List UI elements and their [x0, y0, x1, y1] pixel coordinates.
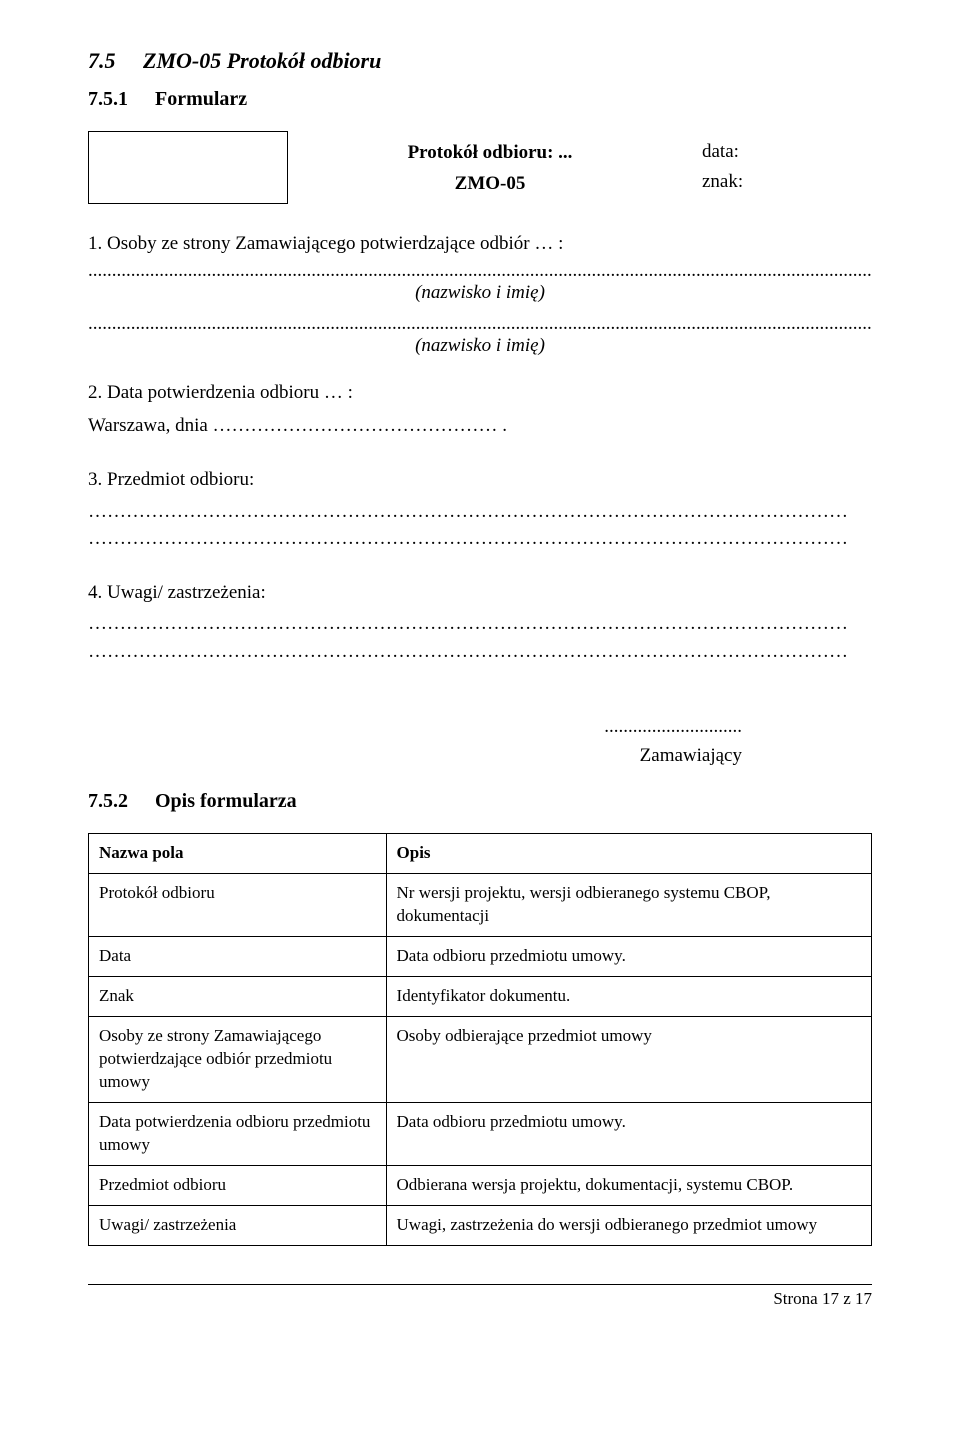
form-header: Protokół odbioru: ... ZMO-05 data: znak: [88, 131, 872, 204]
opis-table: Nazwa pola Opis Protokół odbioru Nr wers… [88, 833, 872, 1245]
heading-751-title: Formularz [155, 88, 247, 110]
table-cell: Nr wersji projektu, wersji odbieranego s… [386, 874, 871, 937]
table-cell: Identyfikator dokumentu. [386, 977, 871, 1017]
dotted-line-5: ………………………………………………………………………………………………………… [88, 610, 872, 638]
signature-dots: ............................. [88, 713, 742, 742]
table-cell: Odbierana wersja projektu, dokumentacji,… [386, 1165, 871, 1205]
dotted-line-6: ………………………………………………………………………………………………………… [88, 638, 872, 666]
nazwisko-label-2: (nazwisko i imię) [88, 335, 872, 357]
table-cell: Data odbioru przedmiotu umowy. [386, 1102, 871, 1165]
form-header-znak-label: znak: [702, 167, 872, 197]
dotted-line-2: ........................................… [88, 314, 872, 333]
dotted-line-4: ………………………………………………………………………………………………………… [88, 525, 872, 553]
document-page: 7.5 ZMO-05 Protokół odbioru 7.5.1 Formul… [0, 0, 960, 1448]
table-cell: Osoby ze strony Zamawiającego potwierdza… [89, 1016, 387, 1102]
heading-75-num: 7.5 [88, 48, 116, 74]
table-cell: Uwagi, zastrzeżenia do wersji odbieraneg… [386, 1205, 871, 1245]
table-cell: Osoby odbierające przedmiot umowy [386, 1016, 871, 1102]
heading-751: 7.5.1 Formularz [88, 88, 872, 111]
table-cell: Protokół odbioru [89, 874, 387, 937]
table-header-row: Nazwa pola Opis [89, 834, 872, 874]
dotted-line-1: ........................................… [88, 261, 872, 280]
dotted-line-3: ………………………………………………………………………………………………………… [88, 498, 872, 526]
heading-751-num: 7.5.1 [88, 88, 128, 111]
form-p2: 2. Data potwierdzenia odbioru … : [88, 379, 872, 407]
footer-page-number: Strona 17 z 17 [88, 1289, 872, 1309]
table-row: Znak Identyfikator dokumentu. [89, 977, 872, 1017]
form-header-meta: data: znak: [692, 131, 872, 204]
form-header-logo-box [88, 131, 288, 204]
table-cell: Data [89, 937, 387, 977]
heading-752-title: Opis formularza [155, 790, 297, 812]
heading-75: 7.5 ZMO-05 Protokół odbioru [88, 48, 872, 74]
form-header-data-label: data: [702, 137, 872, 167]
form-header-title: Protokół odbioru: ... ZMO-05 [288, 131, 692, 204]
table-cell: Data odbioru przedmiotu umowy. [386, 937, 871, 977]
table-row: Protokół odbioru Nr wersji projektu, wer… [89, 874, 872, 937]
table-cell: Uwagi/ zastrzeżenia [89, 1205, 387, 1245]
heading-75-title: ZMO-05 Protokół odbioru [143, 48, 381, 73]
form-p4: 4. Uwagi/ zastrzeżenia: [88, 579, 872, 607]
heading-752: 7.5.2 Opis formularza [88, 790, 872, 813]
heading-752-num: 7.5.2 [88, 790, 128, 813]
table-row: Data Data odbioru przedmiotu umowy. [89, 937, 872, 977]
table-row: Data potwierdzenia odbioru przedmiotu um… [89, 1102, 872, 1165]
nazwisko-label-1: (nazwisko i imię) [88, 282, 872, 304]
table-row: Osoby ze strony Zamawiającego potwierdza… [89, 1016, 872, 1102]
signature-label: Zamawiający [88, 742, 742, 771]
form-header-line2: ZMO-05 [298, 168, 682, 199]
table-cell: Przedmiot odbioru [89, 1165, 387, 1205]
table-header-col1: Nazwa pola [89, 834, 387, 874]
table-row: Uwagi/ zastrzeżenia Uwagi, zastrzeżenia … [89, 1205, 872, 1245]
form-p2b: Warszawa, dnia ……………………………………… . [88, 412, 872, 440]
footer-rule [88, 1284, 872, 1285]
form-header-line1: Protokół odbioru: ... [298, 137, 682, 168]
table-header-col2: Opis [386, 834, 871, 874]
form-p1: 1. Osoby ze strony Zamawiającego potwier… [88, 230, 872, 258]
signature-block: ............................. Zamawiając… [88, 713, 872, 770]
table-row: Przedmiot odbioru Odbierana wersja proje… [89, 1165, 872, 1205]
table-cell: Znak [89, 977, 387, 1017]
form-p3: 3. Przedmiot odbioru: [88, 466, 872, 494]
table-cell: Data potwierdzenia odbioru przedmiotu um… [89, 1102, 387, 1165]
